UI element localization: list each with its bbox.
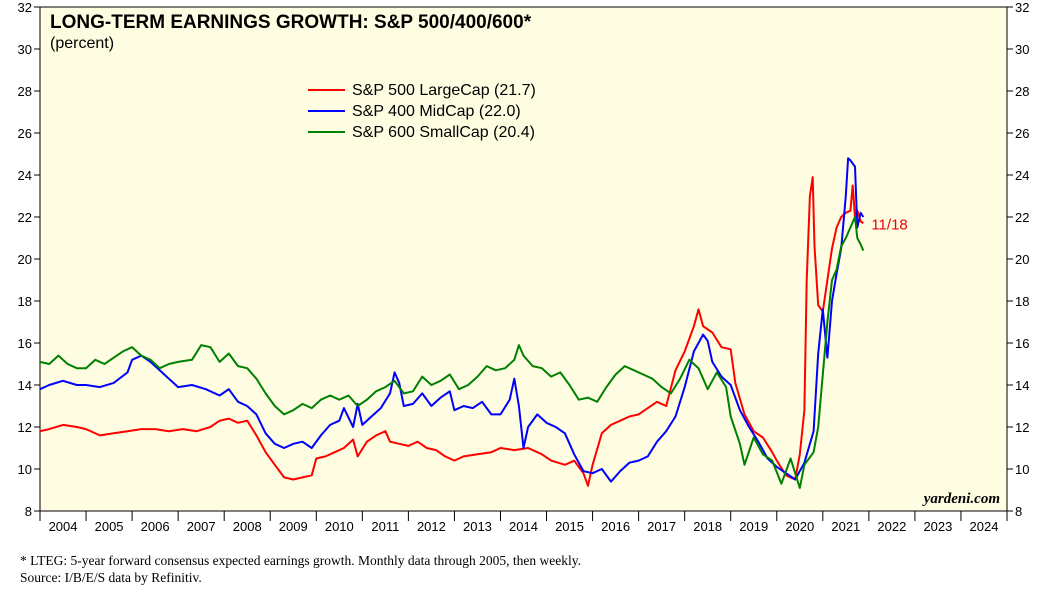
legend-label-1: S&P 400 MidCap (22.0) — [352, 103, 521, 120]
x-tick-label: 2024 — [970, 519, 999, 534]
y-tick-label-left: 32 — [18, 0, 32, 15]
y-tick-label-left: 30 — [18, 42, 32, 57]
legend-label-0: S&P 500 LargeCap (21.7) — [352, 82, 536, 99]
y-tick-label-right: 14 — [1015, 378, 1029, 393]
brand-label: yardeni.com — [922, 491, 1000, 507]
x-tick-label: 2007 — [187, 519, 216, 534]
series-line-0 — [39, 176, 864, 487]
y-tick-label-right: 26 — [1015, 126, 1029, 141]
x-tick-label: 2020 — [785, 519, 814, 534]
x-tick-label: 2011 — [371, 519, 399, 534]
y-tick-label-left: 10 — [18, 462, 32, 477]
chart-subtitle: (percent) — [50, 35, 114, 52]
y-tick-label-left: 20 — [18, 252, 32, 267]
series-line-1 — [39, 157, 865, 483]
x-tick-label: 2023 — [923, 519, 952, 534]
y-tick-label-right: 8 — [1015, 504, 1022, 519]
plot-background — [39, 6, 1008, 512]
x-tick-label: 2004 — [49, 519, 78, 534]
footnote-line-1: * LTEG: 5-year forward consensus expecte… — [20, 553, 581, 568]
y-tick-label-left: 18 — [18, 294, 32, 309]
x-tick-label: 2015 — [555, 519, 584, 534]
y-tick-label-right: 32 — [1015, 0, 1029, 15]
y-tick-label-left: 28 — [18, 84, 32, 99]
y-tick-label-right: 10 — [1015, 462, 1029, 477]
y-tick-label-right: 16 — [1015, 336, 1029, 351]
x-tick-label: 2012 — [417, 519, 446, 534]
x-tick-label: 2016 — [601, 519, 630, 534]
y-tick-label-left: 22 — [18, 210, 32, 225]
y-tick-label-right: 20 — [1015, 252, 1029, 267]
y-tick-label-left: 16 — [18, 336, 32, 351]
x-tick-label: 2005 — [95, 519, 124, 534]
y-axis-left: 8 10 12 14 16 18 20 22 24 26 28 30 32 — [18, 0, 40, 519]
y-tick-label-right: 22 — [1015, 210, 1029, 225]
y-axis-right: 8 10 12 14 16 18 20 22 24 26 28 30 32 — [1007, 0, 1029, 519]
x-tick-label: 2013 — [463, 519, 492, 534]
series-lines — [39, 157, 865, 489]
y-tick-label-left: 26 — [18, 126, 32, 141]
x-tick-label: 2008 — [233, 519, 262, 534]
y-tick-label-left: 24 — [18, 168, 32, 183]
chart-title: LONG-TERM EARNINGS GROWTH: S&P 500/400/6… — [50, 12, 532, 33]
y-tick-label-left: 12 — [18, 420, 32, 435]
footnote-line-2: Source: I/B/E/S data by Refinitiv. — [20, 570, 202, 585]
y-tick-label-right: 24 — [1015, 168, 1029, 183]
x-tick-label: 2006 — [141, 519, 170, 534]
x-tick-label: 2022 — [877, 519, 906, 534]
x-tick-label: 2014 — [509, 519, 538, 534]
x-axis: 2004 2005 2006 2007 2008 2009 2010 2011 2012 2013… — [39, 511, 1008, 534]
x-tick-label: 2019 — [739, 519, 768, 534]
y-tick-label-left: 14 — [18, 378, 32, 393]
x-tick-label: 2018 — [693, 519, 722, 534]
y-tick-label-right: 28 — [1015, 84, 1029, 99]
x-tick-label: 2009 — [279, 519, 308, 534]
legend: S&P 500 LargeCap (21.7) S&P 400 MidCap (2… — [308, 82, 536, 141]
y-tick-label-left: 8 — [25, 504, 32, 519]
y-tick-label-right: 18 — [1015, 294, 1029, 309]
y-tick-label-right: 12 — [1015, 420, 1029, 435]
legend-label-2: S&P 600 SmallCap (20.4) — [352, 124, 535, 141]
x-tick-label: 2017 — [647, 519, 676, 534]
last-date-annotation: 11/18 — [871, 216, 907, 233]
x-tick-label: 2021 — [831, 519, 860, 534]
series-line-2 — [39, 216, 865, 489]
y-tick-label-right: 30 — [1015, 42, 1029, 57]
x-tick-label: 2010 — [325, 519, 354, 534]
